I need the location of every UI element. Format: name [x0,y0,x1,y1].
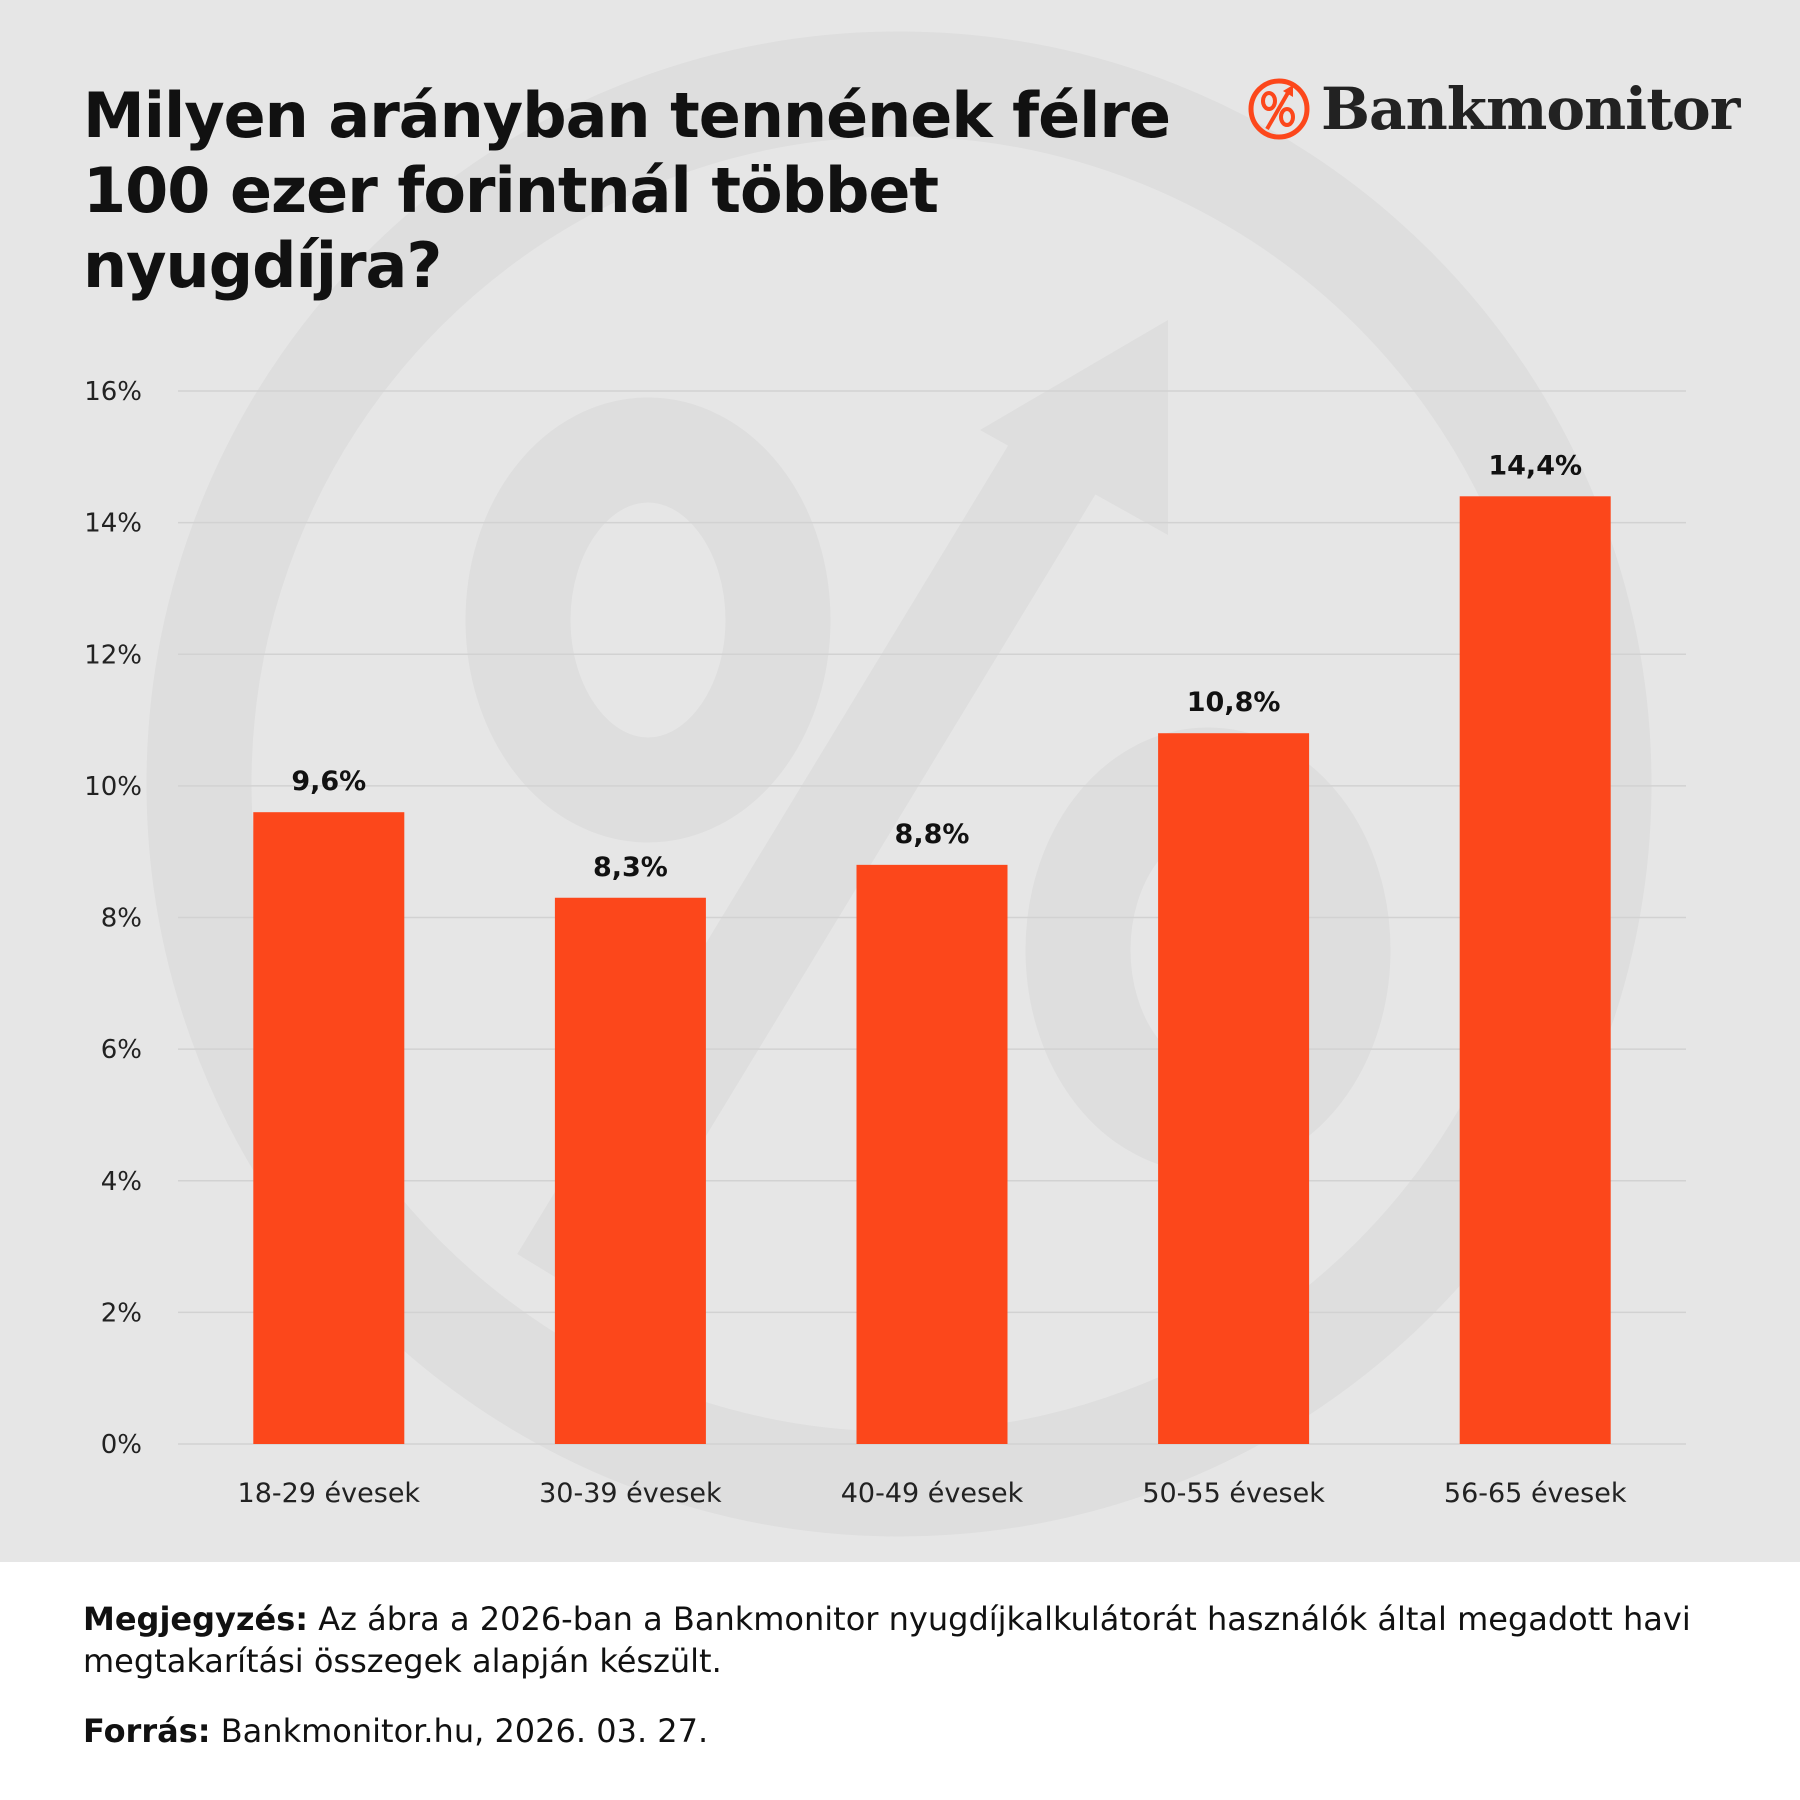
x-tick-label: 30-39 évesek [539,1478,722,1509]
note: Megjegyzés: Az ábra a 2026-ban a Bankmon… [83,1598,1733,1682]
y-tick-label: 0% [101,1430,142,1460]
y-tick-label: 10% [84,772,142,802]
percent-arrow-icon [1248,78,1310,140]
bar [1459,496,1611,1444]
bar [856,864,1008,1444]
y-tick-label: 4% [101,1167,142,1197]
logo-text: Bankmonitor [1321,75,1740,143]
note-label: Megjegyzés: [83,1600,309,1638]
data-label: 14,4% [1488,450,1582,481]
y-tick-label: 16% [84,377,142,407]
bankmonitor-logo: Bankmonitor [1247,75,1740,143]
y-tick-label: 8% [101,904,142,934]
chart-panel: Milyen arányban tennének félre 100 ezer … [0,0,1800,1562]
chart-title: Milyen arányban tennének félre 100 ezer … [83,79,1171,302]
x-tick-label: 18-29 évesek [238,1478,421,1509]
bar-chart: 0% 2% 4% 6% 8% 10% 12% 14% 16% 9,6% 18-29 évesek 8,… [84,377,1686,1509]
bar [253,812,405,1444]
source-label: Forrás: [83,1712,211,1750]
y-tick-label: 14% [84,509,142,539]
note-text: Az ábra a 2026-ban a Bankmonitor nyugdíj… [83,1600,1691,1680]
source: Forrás: Bankmonitor.hu, 2026. 03. 27. [83,1710,1733,1752]
data-label: 10,8% [1187,687,1281,718]
y-tick-label: 12% [84,640,142,670]
x-tick-label: 50-55 évesek [1142,1478,1325,1509]
x-tick-label: 56-65 évesek [1444,1478,1627,1509]
footer: Megjegyzés: Az ábra a 2026-ban a Bankmon… [83,1598,1733,1780]
data-label: 9,6% [291,766,366,797]
data-label: 8,8% [895,819,970,850]
data-label: 8,3% [593,852,668,883]
bar [554,897,706,1444]
y-tick-label: 6% [101,1035,142,1065]
y-tick-label: 2% [101,1298,142,1328]
source-text: Bankmonitor.hu, 2026. 03. 27. [210,1712,709,1750]
x-tick-label: 40-49 évesek [841,1478,1024,1509]
bar [1158,733,1310,1444]
